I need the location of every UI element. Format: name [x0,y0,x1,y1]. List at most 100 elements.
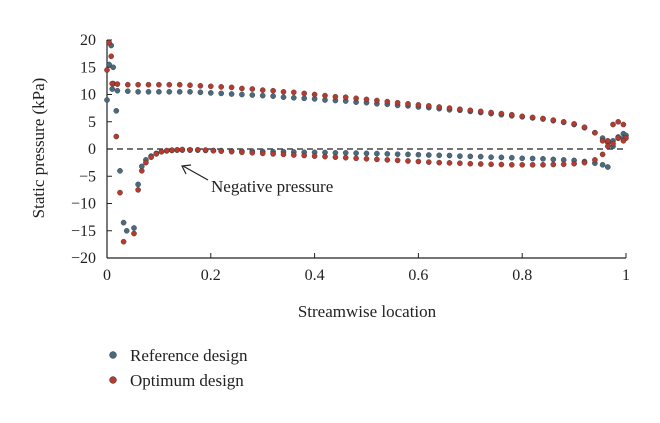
data-point [290,152,297,158]
data-point [467,107,474,114]
data-point [166,81,173,88]
data-point [249,86,256,92]
data-point [187,82,193,88]
data-point [529,155,536,162]
data-point [519,161,526,168]
data-point [104,97,110,103]
data-point [384,151,391,157]
y-tick-label: −20 [71,250,96,267]
data-point [174,146,180,153]
data-point [446,152,453,159]
data-point [259,87,266,93]
data-point [280,89,287,95]
data-point [488,161,494,168]
data-point [405,101,411,107]
y-tick-label: 5 [88,114,96,131]
data-point [467,160,474,167]
annotation-arrow-head [181,164,192,175]
data-point [342,149,349,156]
data-point [125,81,131,88]
data-point [290,89,297,96]
data-point [457,153,463,159]
data-point [239,149,245,156]
data-point [540,155,546,162]
data-point [405,158,411,164]
data-point [218,148,224,154]
x-tick-label: 0.2 [201,267,221,284]
negative-pressure-annotation: Negative pressure [181,164,333,196]
data-point [197,83,204,89]
data-point [169,147,175,153]
series-reference [104,42,629,234]
data-point [106,39,112,46]
x-tick-label: 0 [103,267,111,284]
data-point [384,98,391,105]
data-point [550,156,557,163]
data-point [290,95,297,101]
annotation-arrow [182,165,209,181]
data-point [166,89,173,95]
legend-item-optimum: Optimum design [109,371,244,390]
data-point [353,95,359,102]
data-point [592,129,598,136]
data-point [610,121,616,128]
plot-area: 20 15 10 5 0 −5 −10 −15 −20 0 0.2 0.4 0.6 0.8 1 [71,32,630,284]
data-point [342,154,349,161]
data-point [218,90,224,97]
data-point [477,161,484,167]
data-point [550,161,557,168]
x-tick-label: 1 [622,267,630,284]
series-optimum [104,39,629,245]
annotation-text: Negative pressure [211,177,333,196]
data-point [498,110,505,117]
data-point [425,159,432,165]
data-point [158,148,165,155]
data-point [131,225,137,231]
x-tick-label: 0.6 [408,267,428,284]
x-axis-ticks: 0 0.2 0.4 0.6 0.8 1 [103,253,630,284]
data-point [270,151,276,157]
data-point [415,102,422,108]
data-point [363,96,370,103]
data-point [249,149,256,156]
data-point [363,155,370,162]
data-point [280,94,287,100]
legend: Reference design Optimum design [109,346,248,390]
data-point [117,189,123,196]
data-point [394,99,401,106]
data-point [125,88,131,94]
data-point [342,94,349,100]
y-tick-label: 20 [80,32,96,49]
data-point [605,143,611,150]
data-point [488,154,494,160]
data-point [117,167,123,174]
data-point [529,114,536,121]
data-point [446,160,453,166]
data-point [425,103,432,109]
data-point [477,108,484,115]
data-point [384,157,391,163]
data-point [109,86,115,92]
data-point [620,137,627,144]
data-point [194,146,201,153]
data-point [488,109,494,116]
data-point [322,92,328,99]
data-point [405,151,411,158]
x-tick-label: 0.8 [512,267,532,284]
data-point [363,150,370,157]
data-point [508,154,515,161]
data-point [145,89,152,95]
y-tick-label: −10 [71,196,96,213]
y-axis-title: Static pressure (kPa) [29,78,48,219]
data-point [270,93,276,99]
data-point [605,164,611,170]
data-point [508,111,515,118]
data-point [592,157,598,163]
data-point [187,146,193,153]
data-point [138,167,145,174]
data-point [156,89,162,95]
data-point [615,119,622,125]
data-point [620,121,627,128]
data-point [560,161,567,168]
data-point [508,161,515,168]
